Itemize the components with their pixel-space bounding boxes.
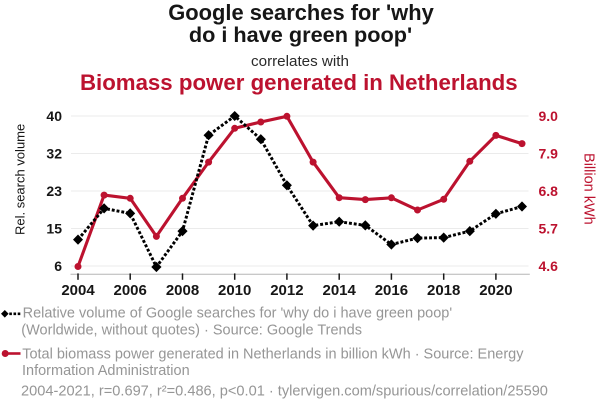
svg-text:4.6: 4.6 — [539, 258, 559, 274]
svg-text:23: 23 — [46, 183, 62, 199]
svg-text:Biomass power generated in Net: Biomass power generated in Netherlands — [80, 70, 518, 95]
svg-text:Google searches for 'why: Google searches for 'why — [168, 0, 434, 25]
svg-text:2012: 2012 — [270, 282, 303, 299]
svg-text:6: 6 — [54, 258, 62, 274]
svg-text:5.7: 5.7 — [539, 221, 559, 237]
svg-text:Billion kWh: Billion kWh — [581, 153, 597, 225]
svg-text:correlates with: correlates with — [251, 53, 349, 70]
svg-text:6.8: 6.8 — [539, 183, 559, 199]
svg-text:2004-2021, r=0.697, r²=0.486,: 2004-2021, r=0.697, r²=0.486, p<0.01 · t… — [21, 383, 548, 399]
svg-text:2014: 2014 — [323, 282, 357, 299]
svg-text:2020: 2020 — [479, 282, 512, 299]
svg-text:2018: 2018 — [427, 282, 460, 299]
svg-text:2010: 2010 — [218, 282, 251, 299]
svg-text:do i have green poop': do i have green poop' — [189, 22, 412, 47]
svg-text:7.9: 7.9 — [539, 146, 559, 162]
svg-text:(Worldwide, without quotes) ·: (Worldwide, without quotes) · Source: Go… — [21, 323, 362, 339]
svg-text:2006: 2006 — [114, 282, 147, 299]
svg-text:15: 15 — [46, 221, 62, 237]
svg-text:2016: 2016 — [375, 282, 408, 299]
svg-text:40: 40 — [46, 108, 62, 124]
svg-text:2004: 2004 — [61, 282, 95, 299]
svg-text:2008: 2008 — [166, 282, 199, 299]
svg-text:Total biomass power generated: Total biomass power generated in Netherl… — [22, 346, 524, 362]
svg-text:9.0: 9.0 — [539, 108, 559, 124]
svg-text:Information Administration: Information Administration — [22, 363, 190, 379]
svg-text:Relative volume of Google sear: Relative volume of Google searches for '… — [23, 306, 453, 322]
svg-text:32: 32 — [46, 146, 62, 162]
svg-text:Rel. search volume: Rel. search volume — [13, 124, 28, 235]
